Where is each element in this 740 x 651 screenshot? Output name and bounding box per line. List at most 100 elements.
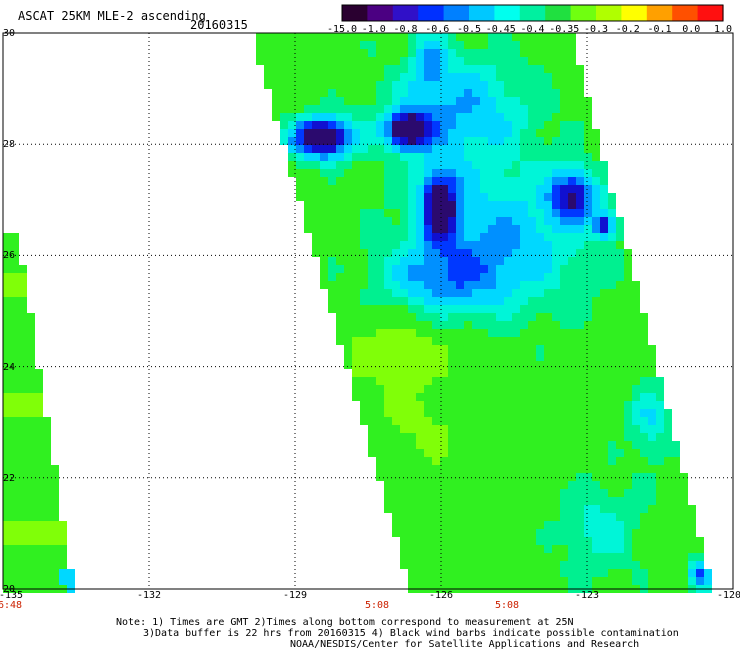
swath-cell [616, 225, 624, 233]
swath-cell [392, 161, 400, 169]
swath-cell [328, 217, 336, 225]
swath-cell [440, 113, 448, 121]
swath-cell [632, 425, 640, 433]
swath-cell [432, 289, 440, 297]
swath-cell [552, 577, 560, 585]
swath-cell [576, 505, 584, 513]
swath-cell [592, 249, 600, 257]
swath-cell [624, 401, 632, 409]
swath-cell [67, 577, 75, 585]
swath-cell [368, 425, 376, 433]
swath-cell [376, 193, 384, 201]
swath-cell [424, 217, 432, 225]
swath-cell [392, 369, 400, 377]
swath-cell [3, 265, 11, 273]
swath-cell [376, 249, 384, 257]
swath-cell [392, 481, 400, 489]
swath-cell [504, 473, 512, 481]
swath-cell [544, 441, 552, 449]
swath-cell [11, 569, 19, 577]
swath-cell [648, 489, 656, 497]
swath-cell [472, 529, 480, 537]
swath-cell [19, 401, 27, 409]
swath-cell [544, 49, 552, 57]
swath-cell [368, 89, 376, 97]
swath-cell [424, 401, 432, 409]
swath-cell [432, 225, 440, 233]
swath-cell [608, 201, 616, 209]
swath-cell [440, 369, 448, 377]
swath-cell [440, 161, 448, 169]
swath-cell [640, 345, 648, 353]
swath-cell [360, 89, 368, 97]
swath-cell [296, 41, 304, 49]
swath-cell [544, 153, 552, 161]
swath-cell [11, 513, 19, 521]
swath-cell [520, 225, 528, 233]
swath-cell [560, 393, 568, 401]
swath-cell [592, 449, 600, 457]
swath-cell [19, 385, 27, 393]
swath-cell [448, 345, 456, 353]
swath-cell [488, 41, 496, 49]
swath-cell [312, 169, 320, 177]
swath-cell [448, 417, 456, 425]
swath-cell [480, 553, 488, 561]
swath-cell [616, 401, 624, 409]
swath-cell [440, 561, 448, 569]
swath-cell [560, 33, 568, 41]
swath-cell [472, 297, 480, 305]
swath-cell [416, 369, 424, 377]
swath-cell [528, 449, 536, 457]
swath-cell [472, 65, 480, 73]
swath-cell [336, 105, 344, 113]
swath-cell [400, 385, 408, 393]
swath-cell [456, 465, 464, 473]
swath-cell [528, 169, 536, 177]
swath-cell [384, 321, 392, 329]
swath-cell [528, 465, 536, 473]
swath-cell [488, 233, 496, 241]
swath-cell [11, 369, 19, 377]
swath-cell [376, 401, 384, 409]
swath-cell [448, 177, 456, 185]
swath-cell [600, 577, 608, 585]
swath-cell [424, 113, 432, 121]
swath-cell [19, 289, 27, 297]
swath-cell [512, 73, 520, 81]
swath-cell [456, 537, 464, 545]
swath-cell [408, 481, 416, 489]
swath-cell [560, 57, 568, 65]
swath-cell [568, 225, 576, 233]
swath-cell [640, 313, 648, 321]
swath-cell [464, 361, 472, 369]
swath-cell [584, 209, 592, 217]
swath-cell [512, 345, 520, 353]
swath-cell [664, 481, 672, 489]
swath-cell [440, 137, 448, 145]
swath-cell [360, 193, 368, 201]
swath-cell [392, 113, 400, 121]
swath-cell [672, 529, 680, 537]
swath-cell [384, 33, 392, 41]
swath-cell [568, 305, 576, 313]
swath-cell [544, 193, 552, 201]
swath-cell [480, 201, 488, 209]
swath-cell [432, 505, 440, 513]
swath-cell [456, 265, 464, 273]
swath-cell [408, 337, 416, 345]
swath-cell [280, 65, 288, 73]
swath-cell [640, 457, 648, 465]
swath-cell [512, 169, 520, 177]
longitude-label: -120 [716, 590, 740, 601]
swath-cell [568, 121, 576, 129]
swath-cell [400, 145, 408, 153]
swath-cell [376, 425, 384, 433]
swath-cell [488, 161, 496, 169]
swath-cell [408, 201, 416, 209]
swath-cell [568, 409, 576, 417]
swath-cell [672, 553, 680, 561]
swath-cell [496, 57, 504, 65]
swath-cell [43, 505, 51, 513]
swath-cell [480, 65, 488, 73]
